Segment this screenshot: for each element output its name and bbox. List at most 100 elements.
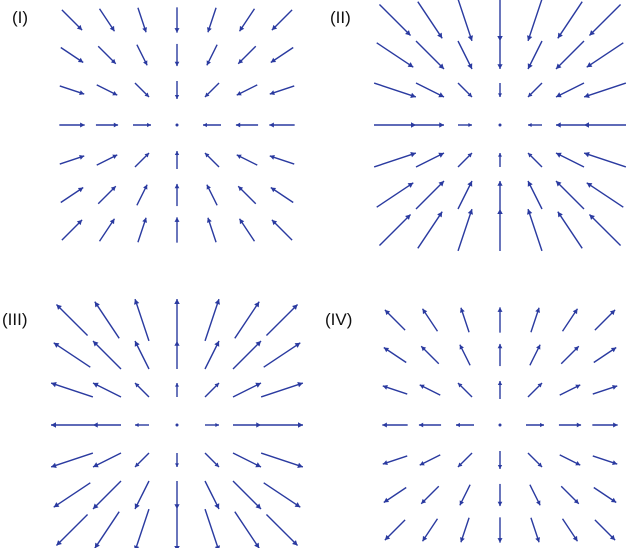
field-arrow — [204, 340, 220, 370]
field-arrow — [270, 46, 294, 64]
field-arrow — [527, 208, 543, 252]
field-arrow — [592, 384, 618, 395]
field-arrow — [592, 422, 618, 428]
panel-label-III: (III) — [2, 310, 28, 329]
field-arrow — [261, 422, 303, 428]
field-arrow — [59, 154, 85, 165]
field-arrow — [415, 82, 445, 98]
field-arrow — [98, 8, 116, 32]
field-arrow — [459, 307, 470, 333]
field-arrow — [378, 213, 412, 247]
field-arrow — [498, 423, 502, 427]
field-arrow — [233, 422, 261, 428]
field-arrow — [175, 383, 179, 397]
field-arrow — [134, 152, 150, 168]
field-arrow — [498, 83, 502, 97]
field-arrow — [530, 517, 541, 543]
field-arrow — [53, 482, 91, 508]
field-arrow — [271, 9, 293, 31]
field-arrow — [527, 452, 543, 468]
field-arrow — [378, 3, 412, 37]
field-arrow — [419, 384, 441, 396]
field-arrow — [53, 342, 91, 368]
field-arrow — [420, 485, 440, 505]
field-arrow — [556, 122, 584, 128]
field-arrow — [174, 7, 180, 33]
field-arrow — [583, 152, 627, 168]
field-arrow — [203, 122, 221, 128]
field-arrow — [97, 185, 117, 205]
field-arrow — [95, 122, 119, 128]
field-arrow — [269, 154, 295, 165]
field-arrow — [555, 152, 585, 168]
field-arrow — [205, 423, 219, 427]
field-arrow — [174, 509, 180, 548]
field-arrow — [593, 346, 617, 364]
field-arrow — [457, 40, 473, 70]
field-arrow — [61, 9, 83, 31]
field-arrow — [594, 309, 616, 331]
field-arrow — [497, 41, 503, 69]
field-arrow — [137, 7, 148, 33]
field-arrow — [373, 152, 417, 168]
field-arrow — [134, 508, 150, 548]
field-arrow — [136, 44, 148, 66]
field-arrow — [94, 301, 120, 339]
field-arrow — [588, 3, 622, 37]
field-arrow — [376, 42, 414, 68]
field-arrow — [584, 122, 626, 128]
field-arrow — [175, 453, 179, 467]
field-arrow — [384, 309, 406, 331]
field-arrow — [373, 82, 417, 98]
field-arrow — [457, 452, 473, 468]
field-arrow — [382, 455, 408, 466]
field-arrow — [497, 451, 503, 469]
field-arrow — [134, 382, 150, 398]
field-arrow — [206, 44, 218, 66]
field-arrow — [134, 480, 150, 510]
field-arrow — [204, 480, 220, 510]
field-arrow — [558, 422, 582, 428]
field-arrow — [560, 485, 580, 505]
field-arrow — [586, 182, 624, 208]
field-arrow — [234, 301, 260, 339]
field-arrow — [206, 184, 218, 206]
field-arrow — [559, 384, 581, 396]
field-arrow — [270, 186, 294, 204]
field-arrow — [134, 298, 150, 342]
field-arrow — [232, 382, 262, 398]
field-arrow — [235, 122, 259, 128]
field-arrow — [204, 508, 220, 548]
field-arrow — [555, 40, 585, 70]
field-arrow — [232, 452, 262, 468]
field-arrow — [498, 153, 502, 167]
panel-label-IV: (IV) — [325, 310, 353, 329]
field-arrow — [457, 180, 473, 210]
field-arrow — [497, 307, 503, 333]
field-arrow — [134, 340, 150, 370]
field-arrow — [92, 452, 122, 468]
field-arrow — [527, 382, 543, 398]
field-arrow — [561, 308, 579, 332]
field-arrow — [588, 213, 622, 247]
field-arrow — [174, 299, 180, 341]
field-arrow — [236, 84, 258, 96]
field-arrow — [50, 452, 94, 468]
field-arrow — [457, 0, 473, 42]
field-arrow — [527, 152, 543, 168]
field-arrow — [594, 519, 616, 541]
field-arrow — [96, 84, 118, 96]
field-arrow — [527, 180, 543, 210]
panel-label-I: (I) — [12, 8, 29, 27]
field-arrow — [526, 422, 544, 428]
field-arrow — [232, 480, 262, 510]
field-arrow — [59, 122, 85, 128]
field-arrow — [457, 208, 473, 252]
field-arrow — [206, 7, 217, 33]
field-arrow — [497, 483, 503, 507]
field-arrow — [383, 346, 407, 364]
field-arrow — [557, 1, 583, 39]
field-arrow — [97, 45, 117, 65]
field-arrow — [497, 209, 503, 251]
field-arrow — [416, 122, 444, 128]
